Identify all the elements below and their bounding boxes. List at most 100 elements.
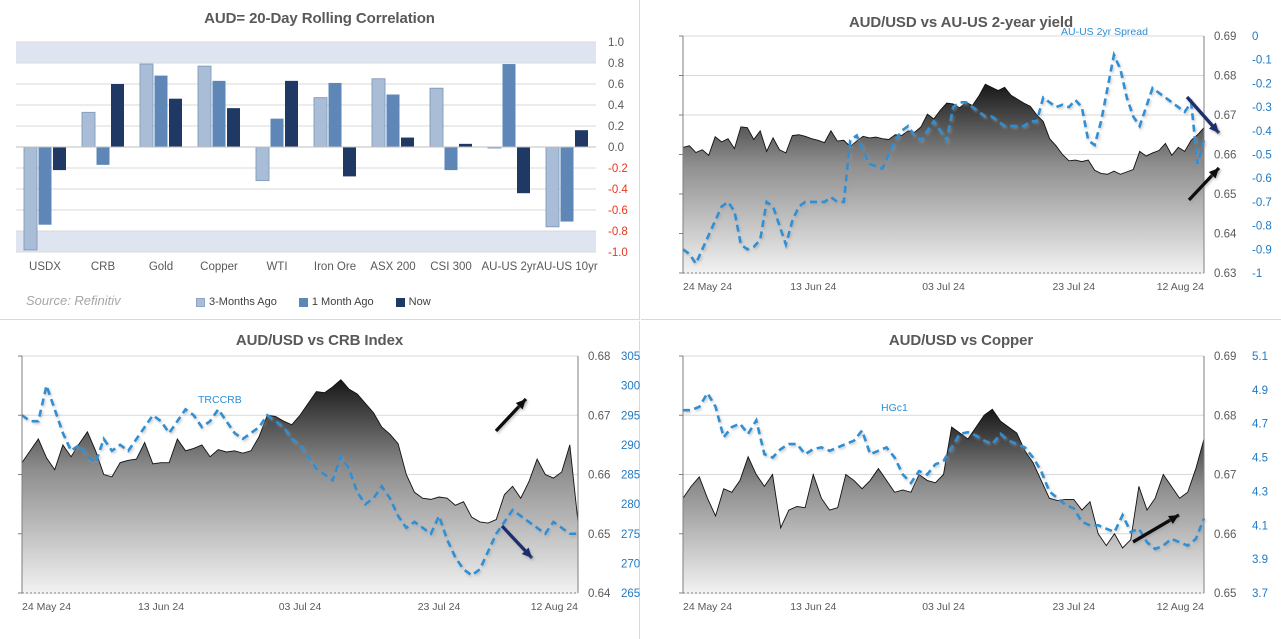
bar[interactable] [197, 65, 212, 148]
area-series [22, 379, 578, 593]
x-axis-tick: 24 May 24 [683, 601, 732, 613]
x-axis-tick: 24 May 24 [22, 601, 71, 613]
x-axis-tick: 23 Jul 24 [1052, 601, 1095, 613]
correlation-svg: USDX CRB Gold Copper WTI Iron Ore ASX 200 CSI 3… [16, 37, 628, 273]
shaded-band [16, 42, 596, 63]
bar[interactable] [459, 143, 472, 147]
y-axis-tick-right: -0.2 [1252, 78, 1272, 90]
bar[interactable] [270, 118, 284, 147]
y-axis-tick: 0.4 [608, 100, 625, 112]
category-label: Iron Ore [314, 261, 356, 273]
bar[interactable] [255, 146, 270, 182]
x-axis-tick: 03 Jul 24 [922, 601, 965, 613]
bar[interactable] [502, 64, 516, 147]
x-axis-tick: 23 Jul 24 [1052, 281, 1095, 293]
legend-item[interactable]: 3-Months Ago [196, 296, 277, 308]
area-outline [682, 83, 1205, 175]
bar[interactable] [371, 78, 386, 148]
bar[interactable] [53, 147, 66, 171]
bar[interactable] [560, 147, 574, 222]
bar[interactable] [401, 137, 414, 147]
x-axis-tick: 12 Aug 24 [1157, 281, 1204, 293]
y-axis-tick-left: 0.66 [588, 470, 610, 482]
legend-label: 3-Months Ago [209, 296, 277, 308]
bar[interactable] [386, 94, 400, 148]
y-axis-tick-left: 0.67 [1214, 470, 1236, 482]
y-axis-tick-left: 0.69 [1214, 351, 1236, 363]
y-axis-tick-right: 5.1 [1252, 351, 1268, 363]
source-note: Source: Refinitiv [26, 293, 121, 308]
yield-chart-title: AUD/USD vs AU-US 2-year yield [848, 14, 1074, 31]
x-axis-tick: 12 Aug 24 [1157, 601, 1204, 613]
category-label: CSI 300 [430, 261, 472, 273]
y-axis-tick: -0.4 [608, 184, 628, 196]
yield-svg: 0.69 0.68 0.67 0.66 0.65 0.64 0.63 0 -0.1 -0.2 -0.… [679, 26, 1272, 293]
y-axis-tick: 0.8 [608, 58, 624, 70]
y-axis-tick-right: 290 [621, 440, 640, 452]
category-label: WTI [266, 261, 287, 273]
bar[interactable] [328, 82, 342, 147]
bar[interactable] [429, 87, 444, 148]
page-title: AUD= 20-Day Rolling Correlation [204, 10, 435, 27]
bar[interactable] [212, 80, 226, 147]
correlation-chart-canvas: USDX CRB Gold Copper WTI Iron Ore ASX 200 CSI 3… [0, 0, 640, 290]
area-outline [21, 379, 579, 524]
y-axis-tick-right: 4.1 [1252, 520, 1268, 532]
x-axis-tick: 03 Jul 24 [279, 601, 322, 613]
y-axis-tick-right: 4.7 [1252, 419, 1268, 431]
bar[interactable] [38, 147, 52, 225]
y-axis-tick-right: 280 [621, 499, 640, 511]
copper-chart-title: AUD/USD vs Copper [888, 332, 1034, 349]
bar[interactable] [285, 80, 298, 147]
y-axis-tick-right: 4.3 [1252, 486, 1268, 498]
bar[interactable] [444, 147, 458, 171]
x-axis-tick: 24 May 24 [683, 281, 732, 293]
y-axis-tick-right: 4.5 [1252, 453, 1268, 465]
bar[interactable] [96, 147, 110, 165]
category-label: Copper [200, 261, 238, 273]
y-axis-tick-right: 295 [621, 410, 640, 422]
y-axis-tick: 1.0 [608, 37, 624, 49]
bar[interactable] [227, 108, 240, 147]
bar[interactable] [111, 84, 124, 147]
y-axis-tick-left: 0.69 [1214, 31, 1236, 43]
bar[interactable] [169, 98, 182, 147]
bar[interactable] [517, 147, 530, 194]
area-outline [682, 408, 1205, 549]
y-axis-tick-left: 0.68 [1214, 410, 1236, 422]
y-axis-tick-left: 0.66 [1214, 529, 1236, 541]
copper-chart-canvas: 0.69 0.68 0.67 0.66 0.65 5.1 4.9 4.7 4.5 4.3 4.1 3.… [641, 321, 1281, 639]
legend-item[interactable]: Now [395, 296, 431, 308]
category-label: USDX [29, 261, 61, 273]
spread-series [682, 50, 1206, 267]
bar[interactable] [343, 147, 356, 177]
bar[interactable] [139, 63, 154, 148]
trend-arrow [494, 397, 528, 433]
category-label: AU-US 2yr [482, 261, 537, 273]
bar[interactable] [154, 75, 168, 147]
bar[interactable] [545, 146, 560, 228]
y-axis-tick-right: 3.9 [1252, 554, 1268, 566]
trend-arrow [1185, 95, 1221, 135]
bar[interactable] [23, 146, 38, 251]
x-axis-tick: 13 Jun 24 [790, 601, 836, 613]
y-axis-tick: 0.2 [608, 121, 624, 133]
yield-chart-canvas: 0.69 0.68 0.67 0.66 0.65 0.64 0.63 0 -0.1 -0.2 -0.… [641, 0, 1281, 320]
trend-arrow [1187, 166, 1221, 202]
bar[interactable] [575, 130, 588, 147]
y-axis-tick-right: -0.1 [1252, 55, 1272, 67]
y-axis-tick-left: 0.66 [1214, 150, 1236, 162]
y-axis-tick: 0.0 [608, 142, 624, 154]
bar[interactable] [313, 97, 328, 148]
area-series [683, 84, 1204, 273]
legend-item[interactable]: 1 Month Ago [298, 296, 374, 308]
x-axis-tick: 23 Jul 24 [418, 601, 461, 613]
y-axis-tick-left: 0.67 [588, 410, 610, 422]
panel-copper: AUD/USD vs Copper 0.69 0.68 0.67 0.66 0.65 5.… [641, 321, 1281, 639]
y-axis-tick-right: 4.9 [1252, 385, 1268, 397]
y-axis-tick-right: -0.8 [1252, 221, 1272, 233]
bar[interactable] [81, 111, 96, 148]
legend-label: 1 Month Ago [311, 296, 374, 308]
legend-swatch [196, 297, 205, 307]
